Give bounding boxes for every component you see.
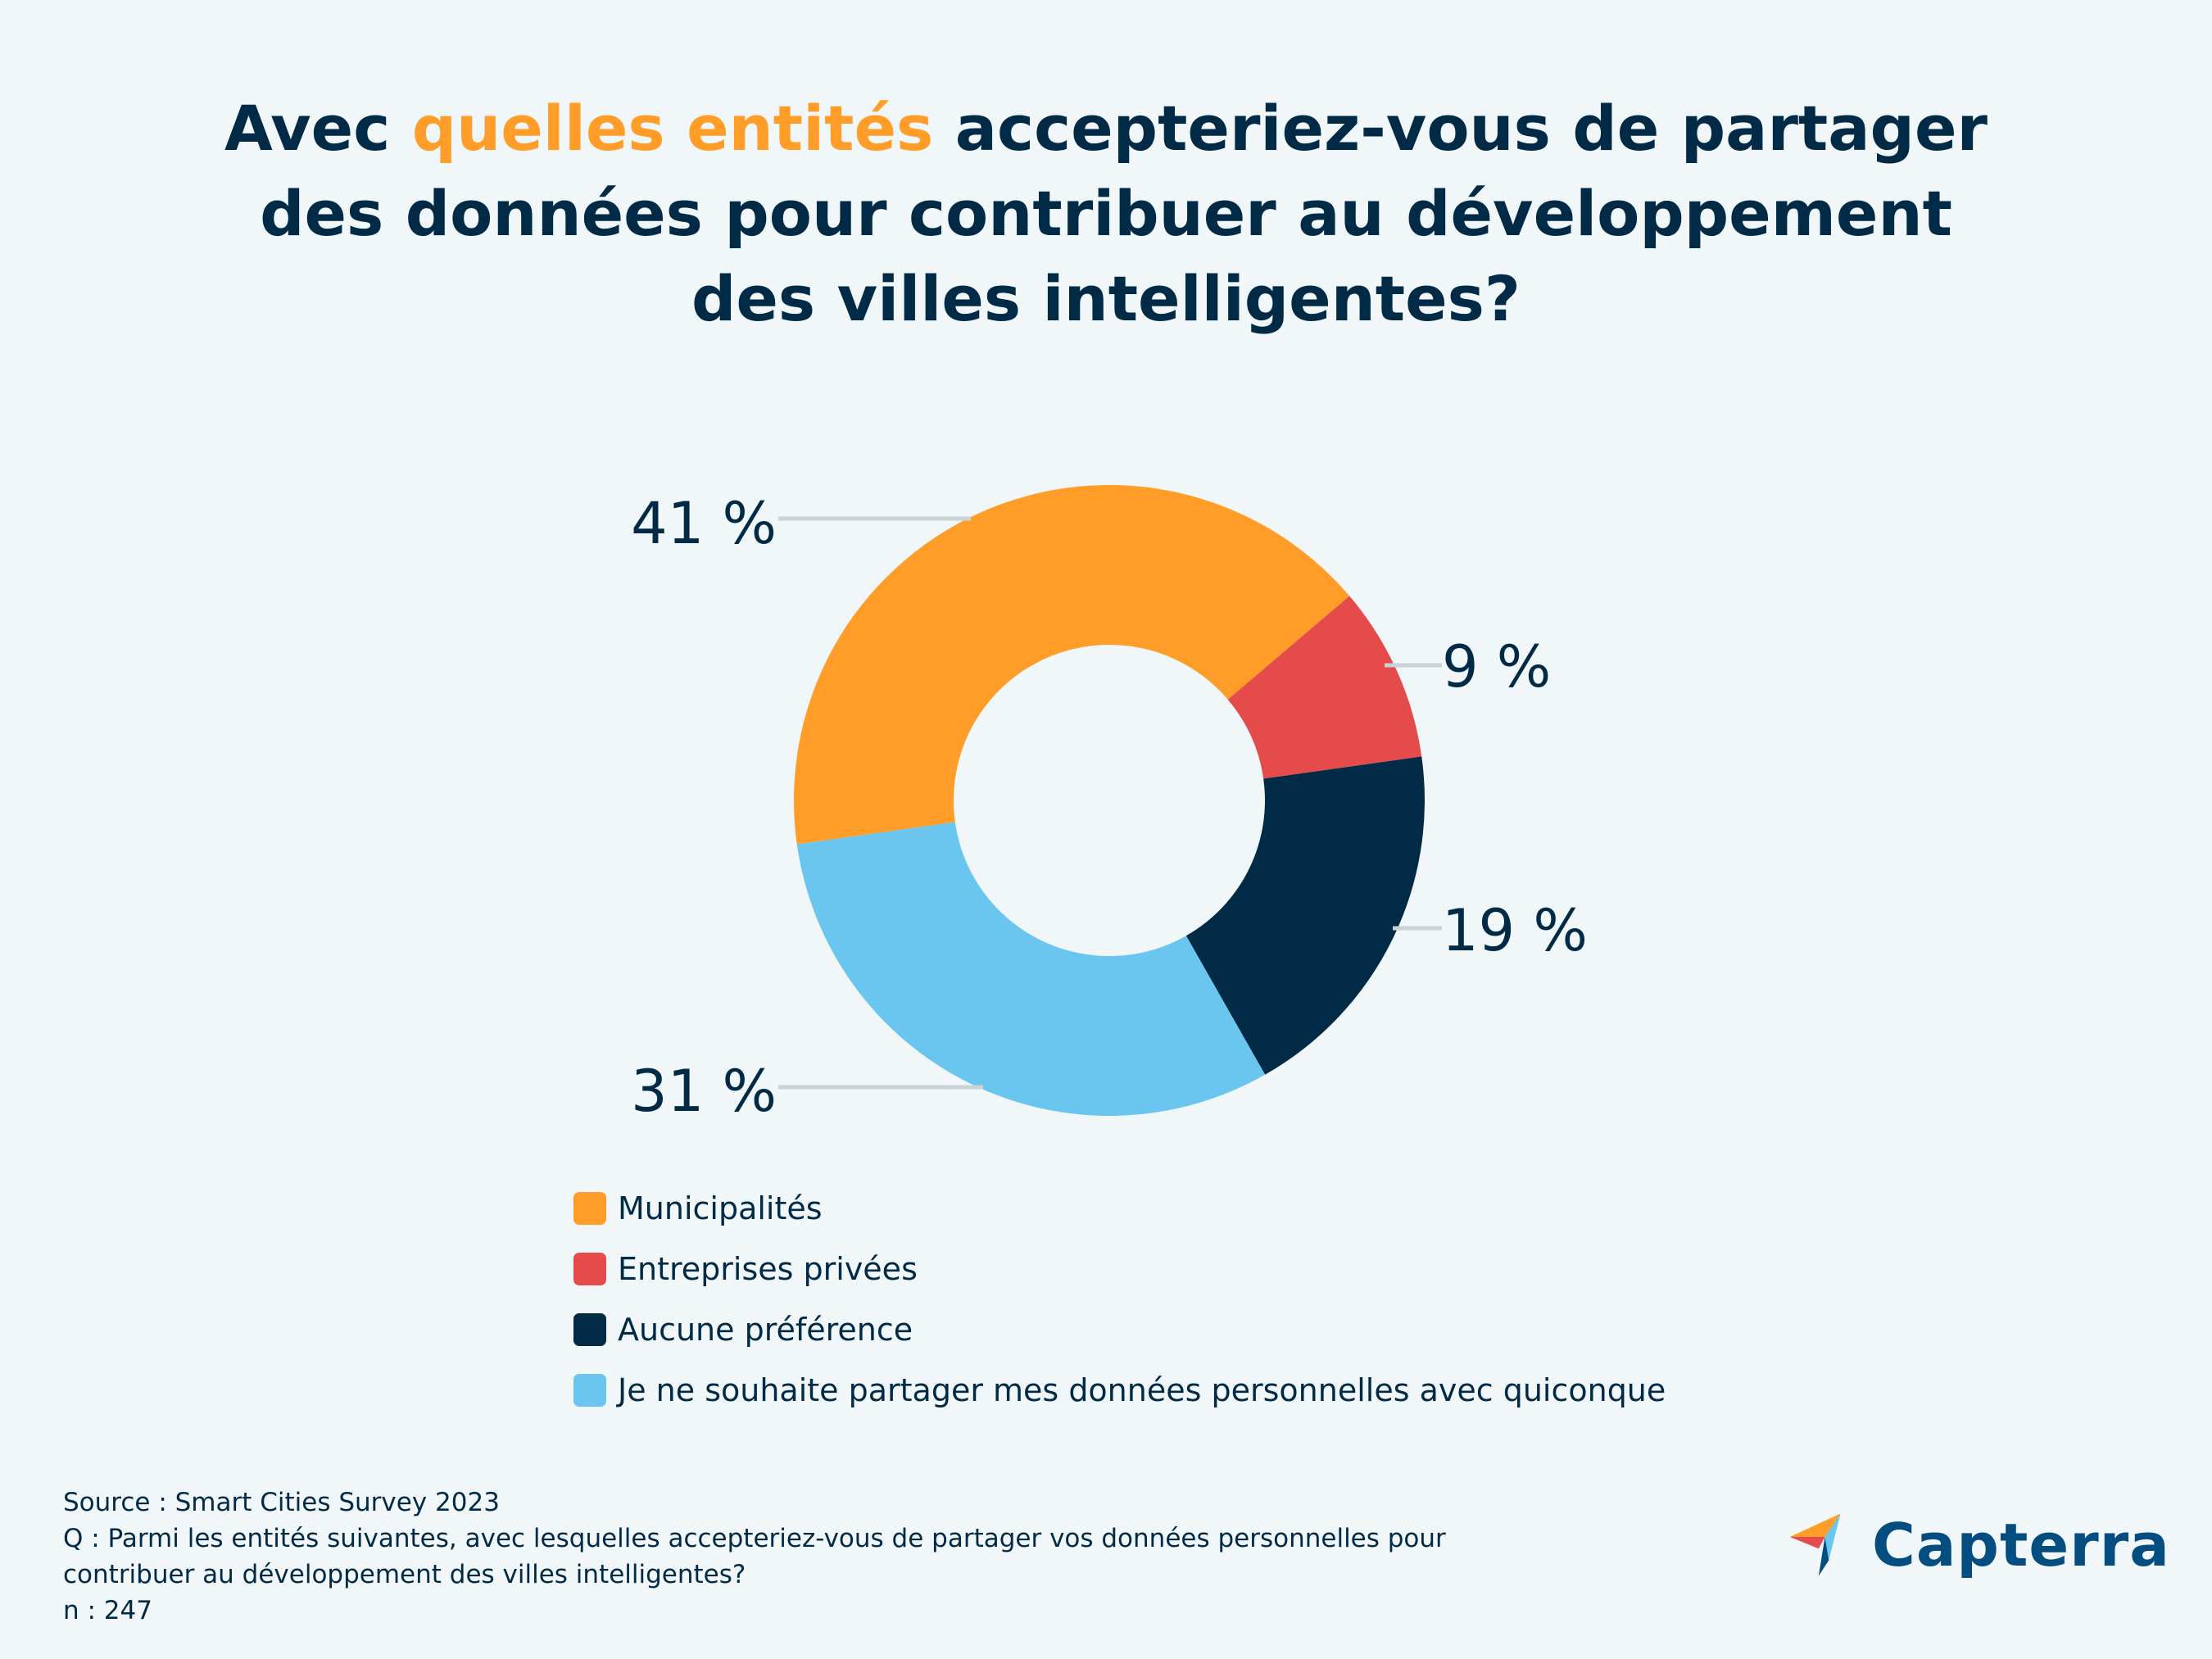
percentage-labels: 41 % 9 % 19 % 31 % (631, 490, 1588, 1125)
title-part-1: Avec (224, 92, 412, 165)
pct-label-aucune: 19 % (1442, 897, 1588, 964)
capterra-arrow-icon (1789, 1513, 1841, 1576)
slice-entreprises (1227, 596, 1422, 779)
sample-size-note: n : 247 (63, 1596, 152, 1625)
title-highlight: quelles entités (411, 92, 934, 165)
slice-aucune (1185, 756, 1425, 1075)
slice-municipalites (793, 484, 1350, 845)
legend-label: Aucune préférence (618, 1312, 913, 1348)
question-note-line-1: Q : Parmi les entités suivantes, avec le… (63, 1524, 1446, 1553)
legend-swatch (573, 1192, 606, 1225)
legend-item-quiconque: Je ne souhaite partager mes données pers… (573, 1360, 1666, 1421)
label-leader-lines (778, 516, 1442, 1090)
legend-label: Je ne souhaite partager mes données pers… (618, 1372, 1666, 1408)
pct-label-municipalites: 41 % (631, 490, 777, 557)
pct-label-quiconque: 31 % (631, 1058, 777, 1125)
question-note-line-2: contribuer au développement des villes i… (63, 1560, 746, 1589)
source-note: Source : Smart Cities Survey 2023 (63, 1488, 500, 1517)
legend-swatch (573, 1253, 606, 1285)
footer-notes: Source : Smart Cities Survey 2023 Q : Pa… (63, 1484, 1636, 1629)
capterra-wordmark: Capterra (1872, 1510, 2170, 1580)
donut-slices (793, 484, 1425, 1116)
capterra-logo: Capterra (1786, 1506, 2170, 1584)
title-part-2: accepteriez-vous de partager des données… (260, 92, 1988, 335)
legend-item-entreprises: Entreprises privées (573, 1239, 1666, 1299)
pct-label-entreprises: 9 % (1442, 633, 1551, 700)
page-title: Avec quelles entités accepteriez-vous de… (205, 86, 2007, 342)
slice-quiconque (796, 822, 1266, 1116)
legend-swatch (573, 1313, 606, 1346)
legend-item-aucune: Aucune préférence (573, 1299, 1666, 1360)
legend-item-municipalites: Municipalités (573, 1178, 1666, 1239)
chart-legend: Municipalités Entreprises privées Aucune… (573, 1178, 1666, 1421)
legend-label: Municipalités (618, 1190, 823, 1226)
legend-label: Entreprises privées (618, 1251, 918, 1287)
legend-swatch (573, 1374, 606, 1407)
